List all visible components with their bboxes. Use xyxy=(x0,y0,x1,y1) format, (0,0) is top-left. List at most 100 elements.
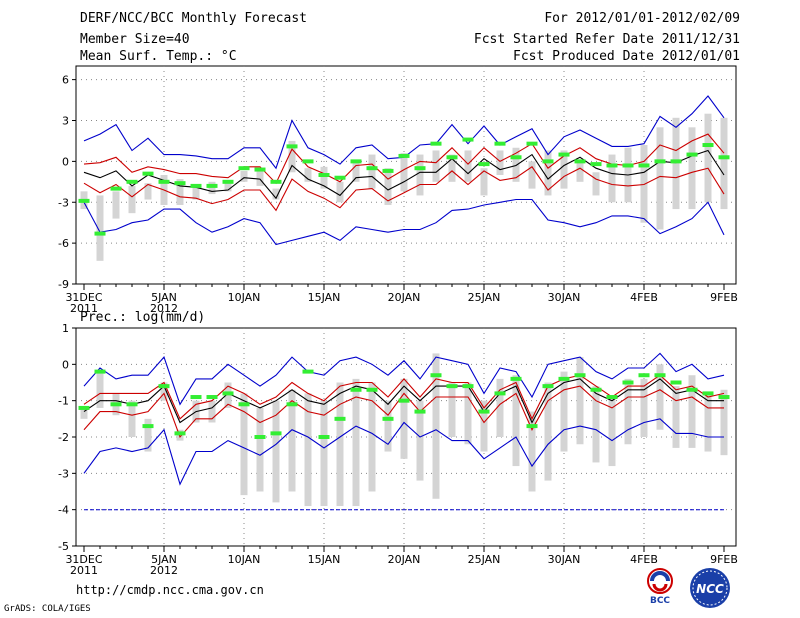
observation-marker xyxy=(254,435,266,439)
observation-marker xyxy=(606,163,618,168)
bcc-logo-text: BCC xyxy=(650,596,670,606)
source-url[interactable]: http://cmdp.ncc.cma.gov.cn xyxy=(76,583,264,597)
ensemble-box xyxy=(656,127,664,230)
ensemble-box xyxy=(608,154,616,203)
observation-marker xyxy=(222,391,234,396)
forecast-started-date: Fcst Started Refer Date 2011/12/31 xyxy=(473,32,740,47)
y-tick-label: -5 xyxy=(58,540,69,553)
observation-marker xyxy=(414,409,426,414)
ncc-logo-disc xyxy=(690,568,730,608)
ensemble-box xyxy=(608,397,616,467)
x-tick-year-label: 2011 xyxy=(70,564,98,577)
ensemble-box xyxy=(240,393,248,496)
ensemble-box xyxy=(336,382,344,507)
x-tick-label: 31DEC xyxy=(65,553,102,566)
observation-marker xyxy=(206,183,218,188)
ensemble-box xyxy=(480,168,488,196)
observation-marker xyxy=(718,155,730,160)
ensemble-box xyxy=(112,191,120,219)
x-tick-label: 15JAN xyxy=(308,553,341,566)
observation-marker xyxy=(398,398,410,403)
x-tick-label: 30JAN xyxy=(548,291,581,304)
observation-marker xyxy=(238,166,250,171)
observation-marker xyxy=(94,369,106,374)
y-tick-label: 1 xyxy=(62,322,69,335)
series-spread-lower-line xyxy=(83,385,724,439)
ensemble-box xyxy=(96,195,104,261)
x-tick-label: 5JAN xyxy=(151,553,177,566)
ensemble-box xyxy=(672,386,680,448)
ensemble-box xyxy=(240,170,248,182)
y-tick-label: -3 xyxy=(58,196,69,209)
observation-marker xyxy=(446,155,458,160)
ensemble-box xyxy=(144,183,152,200)
x-tick-label: 30JAN xyxy=(548,553,581,566)
ensemble-box xyxy=(560,150,568,189)
observation-marker xyxy=(286,402,298,407)
ensemble-box xyxy=(496,150,504,175)
ncc-logo-text: NCC xyxy=(696,582,724,596)
observation-marker xyxy=(366,166,378,171)
ensemble-box xyxy=(96,371,104,408)
ensemble-box xyxy=(432,353,440,499)
ensemble-box xyxy=(256,168,264,186)
bcc-logo: BCC xyxy=(647,568,673,606)
observation-marker xyxy=(670,380,682,385)
observation-marker xyxy=(702,391,714,396)
observation-marker xyxy=(670,159,682,164)
observation-marker xyxy=(478,162,490,167)
ensemble-box xyxy=(368,382,376,492)
observation-marker xyxy=(190,183,202,188)
ensemble-box xyxy=(208,181,216,195)
ensemble-box xyxy=(352,161,360,182)
series-min-line xyxy=(83,198,725,246)
chart-title: DERF/NCC/BCC Monthly Forecast xyxy=(80,11,307,26)
ensemble-box xyxy=(480,400,488,452)
observation-marker xyxy=(558,152,570,157)
ensemble-box xyxy=(576,357,584,445)
ensemble-box xyxy=(384,168,392,205)
observation-marker xyxy=(78,405,90,410)
ensemble-box xyxy=(288,140,296,173)
ensemble-box xyxy=(672,117,680,210)
ensemble-box xyxy=(528,411,536,492)
observation-marker xyxy=(382,168,394,173)
observation-marker xyxy=(366,387,378,392)
ensemble-box xyxy=(128,400,136,437)
observation-marker xyxy=(430,373,442,378)
observation-marker xyxy=(462,137,474,142)
forecast-period: For 2012/01/01-2012/02/09 xyxy=(544,11,740,26)
x-tick-label: 10JAN xyxy=(228,553,261,566)
observation-marker xyxy=(398,153,410,158)
ensemble-box xyxy=(400,153,408,192)
x-tick-label: 25JAN xyxy=(468,291,501,304)
observation-marker xyxy=(270,179,282,184)
ensemble-box xyxy=(288,389,296,492)
observation-marker xyxy=(606,395,618,400)
observation-marker xyxy=(174,181,186,186)
series-spread-upper-line xyxy=(83,374,725,421)
ensemble-box xyxy=(224,180,232,192)
ensemble-box xyxy=(192,184,200,200)
observation-marker xyxy=(446,384,458,389)
ensemble-box xyxy=(704,393,712,452)
series-max-line xyxy=(83,352,725,406)
x-tick-label: 5JAN xyxy=(151,291,177,304)
ensemble-box xyxy=(176,179,184,205)
observation-marker xyxy=(126,402,138,407)
observation-marker xyxy=(638,163,650,168)
observation-marker xyxy=(110,402,122,407)
observation-marker xyxy=(318,173,330,177)
ensemble-box xyxy=(688,127,696,210)
observation-marker xyxy=(158,179,170,184)
ensemble-box xyxy=(496,378,504,437)
ensemble-box xyxy=(544,382,552,481)
observation-marker xyxy=(142,171,154,176)
bcc-logo-arc-red xyxy=(652,583,668,592)
ensemble-box xyxy=(80,407,88,419)
ensemble-box xyxy=(352,378,360,507)
ensemble-box xyxy=(560,371,568,452)
observation-marker xyxy=(350,159,362,164)
ensemble-box xyxy=(720,117,728,210)
ensemble-box xyxy=(320,400,328,507)
